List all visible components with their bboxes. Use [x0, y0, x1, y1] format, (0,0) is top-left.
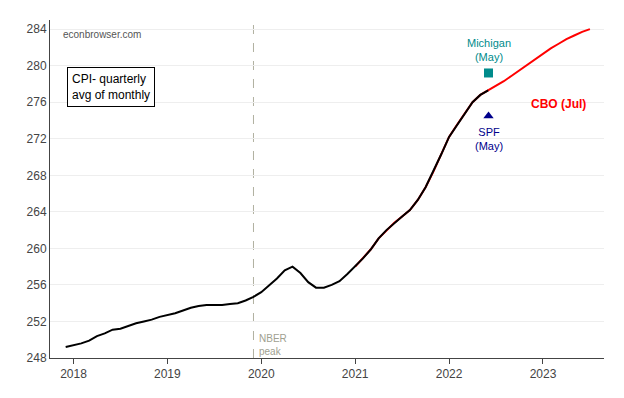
svg-text:2020: 2020 [248, 367, 275, 381]
svg-text:260: 260 [27, 242, 47, 256]
svg-text:268: 268 [27, 169, 47, 183]
svg-text:econbrowser.com: econbrowser.com [63, 29, 141, 40]
svg-text:280: 280 [27, 59, 47, 73]
svg-text:272: 272 [27, 132, 47, 146]
svg-text:248: 248 [27, 351, 47, 365]
svg-text:SPF(May): SPF(May) [475, 126, 503, 152]
svg-text:276: 276 [27, 95, 47, 109]
svg-text:264: 264 [27, 205, 47, 219]
svg-text:NBERpeak: NBERpeak [259, 333, 287, 357]
svg-text:2022: 2022 [436, 367, 463, 381]
svg-text:284: 284 [27, 22, 47, 36]
svg-text:2021: 2021 [342, 367, 369, 381]
svg-text:2023: 2023 [530, 367, 557, 381]
svg-text:CBO (Jul): CBO (Jul) [531, 97, 586, 111]
svg-text:2019: 2019 [154, 367, 181, 381]
svg-text:256: 256 [27, 278, 47, 292]
svg-text:252: 252 [27, 315, 47, 329]
svg-text:CPI- quarterlyavg of monthly: CPI- quarterlyavg of monthly [72, 72, 150, 102]
svg-text:Michigan(May): Michigan(May) [467, 37, 511, 63]
svg-text:2018: 2018 [60, 367, 87, 381]
